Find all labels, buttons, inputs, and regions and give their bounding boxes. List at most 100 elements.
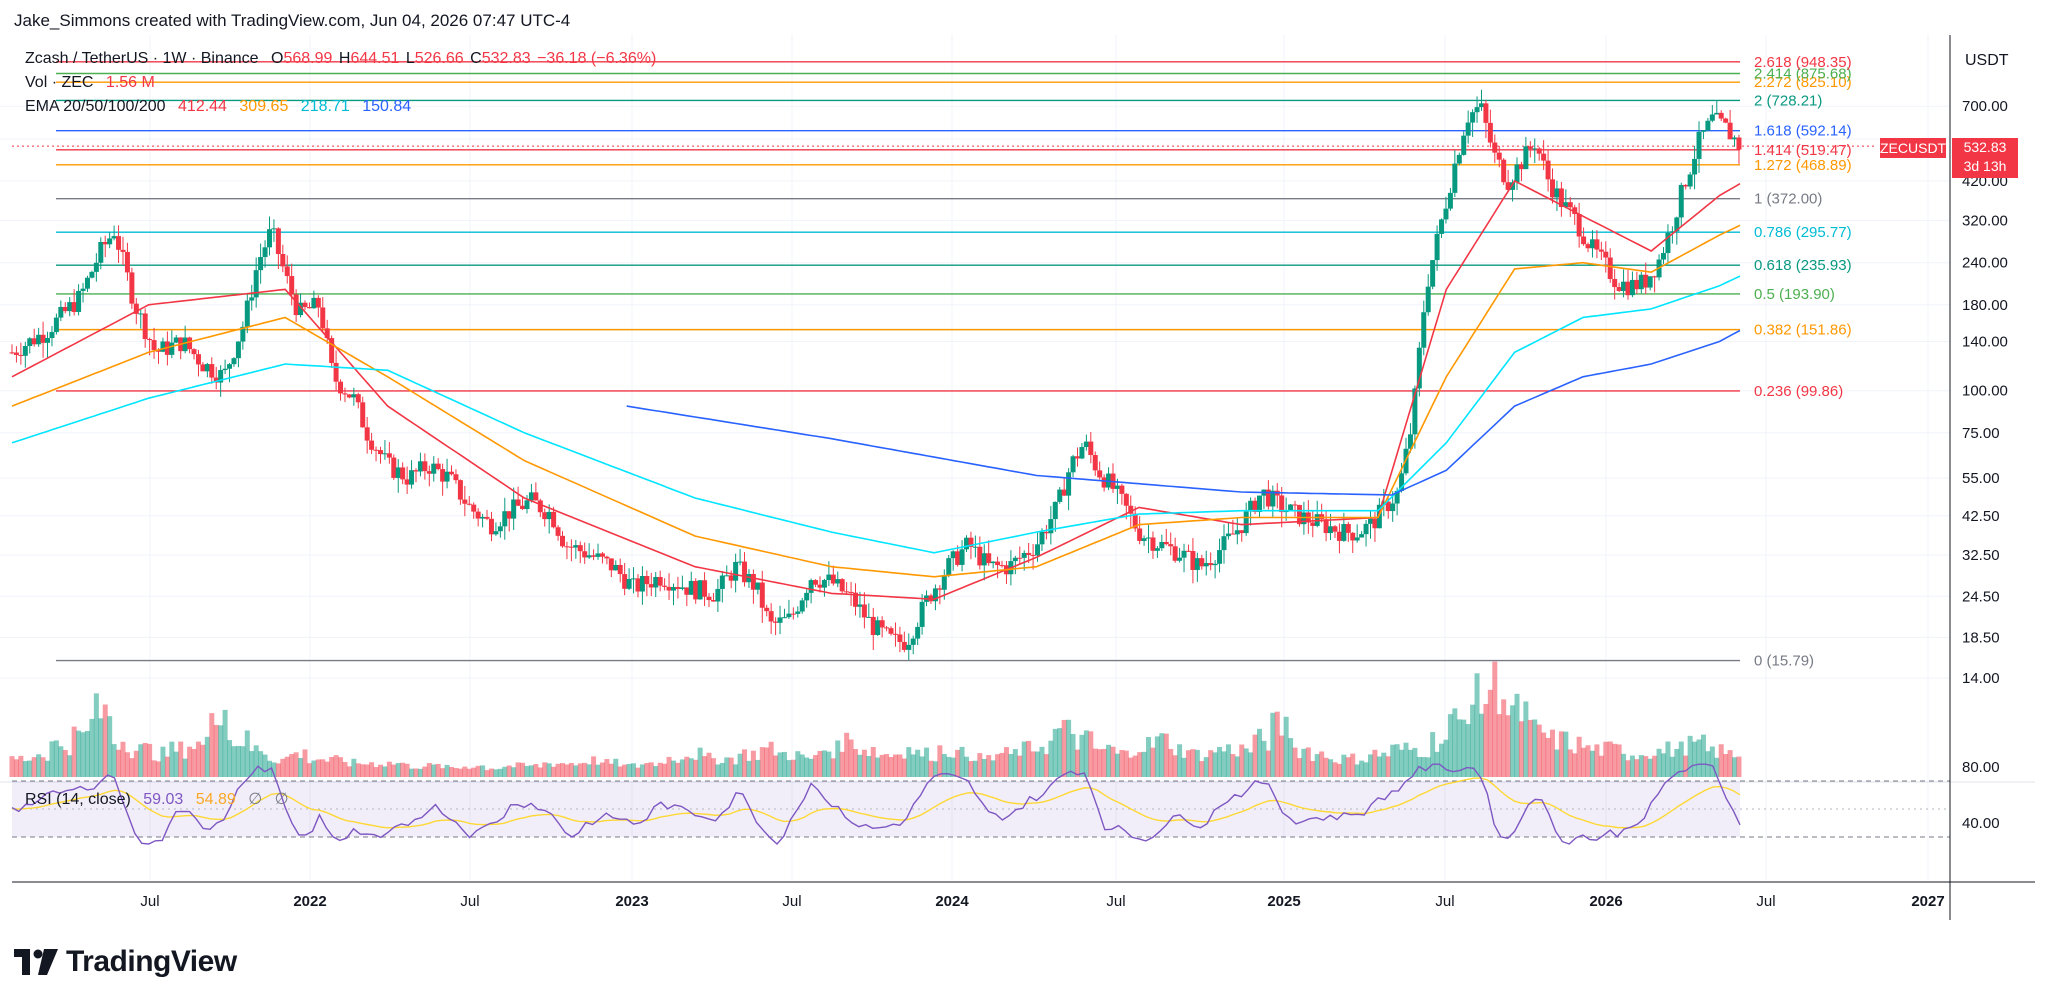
volume-bar	[1341, 754, 1347, 777]
volume-bar	[107, 716, 113, 777]
volume-bar	[853, 749, 859, 777]
candle-body	[693, 580, 699, 600]
candle-body	[435, 463, 441, 470]
candle-body	[870, 616, 876, 636]
candle	[320, 297, 326, 333]
candle-body	[240, 326, 246, 342]
candle-body	[897, 634, 903, 642]
candle-body	[1709, 114, 1715, 121]
volume-bar	[369, 762, 375, 777]
candle	[702, 572, 708, 606]
candle-body	[892, 633, 898, 635]
volume-bar	[1563, 731, 1569, 777]
fib-label-1: 1 (372.00)	[1754, 191, 1822, 208]
candle	[67, 297, 73, 317]
candle	[1465, 110, 1471, 144]
candle-body	[1483, 103, 1489, 123]
candle-body	[710, 600, 716, 602]
candle	[1208, 552, 1214, 571]
tradingview-logo[interactable]: TradingView	[14, 945, 237, 979]
volume-bar	[906, 747, 912, 777]
candle-body	[1225, 533, 1231, 537]
candle-body	[1181, 550, 1187, 558]
candle-body	[1146, 537, 1152, 539]
volume-bar	[457, 768, 463, 777]
candle-body	[426, 471, 432, 474]
candle-body	[1461, 135, 1467, 155]
volume-legend[interactable]: Vol · ZEC 1.56 M	[25, 74, 163, 92]
candle-body	[533, 492, 539, 501]
fib-label-0.618: 0.618 (235.93)	[1754, 257, 1852, 274]
symbol-name[interactable]: Zcash / TetherUS · 1W · Binance	[25, 50, 259, 67]
candle-body	[116, 236, 122, 250]
candle	[866, 603, 872, 618]
time-tick-label: 2027	[1911, 893, 1944, 910]
candle	[639, 566, 645, 605]
candle-body	[71, 302, 77, 312]
symbol-price-tag: ZECUSDT	[1880, 138, 1947, 158]
candle	[542, 508, 548, 527]
candle	[289, 263, 295, 306]
volume-bar	[524, 765, 530, 777]
candle-body	[169, 342, 175, 355]
ema-legend[interactable]: EMA 20/50/100/200 412.44 309.65 218.71 1…	[25, 98, 419, 116]
volume-bar	[1097, 749, 1103, 777]
candle-body	[853, 592, 859, 607]
candle-body	[537, 500, 543, 513]
volume-bar	[27, 760, 33, 777]
candle	[9, 344, 15, 355]
candle-body	[875, 620, 881, 636]
candle-body	[1665, 232, 1671, 254]
candle-body	[1128, 505, 1134, 514]
volume-bar	[1412, 747, 1418, 777]
symbol-legend[interactable]: Zcash / TetherUS · 1W · Binance O568.99 …	[25, 50, 664, 68]
candle	[746, 569, 752, 589]
candle-body	[972, 546, 978, 548]
candle-body	[999, 565, 1005, 567]
volume-bar	[1403, 742, 1409, 777]
candle-body	[289, 276, 295, 295]
candle-body	[1447, 192, 1453, 209]
time-tick-label: Jul	[782, 893, 801, 910]
candle	[648, 572, 654, 597]
volume-bar	[493, 769, 499, 777]
volume-bar	[533, 764, 539, 777]
volume-bar	[719, 762, 725, 777]
volume-bar	[577, 763, 583, 777]
volume-bar	[1474, 673, 1480, 777]
volume-bar	[1070, 733, 1076, 777]
candle-body	[790, 613, 796, 615]
volume-bar	[631, 763, 637, 777]
candle	[1425, 274, 1431, 316]
volume-bar	[1359, 760, 1365, 777]
rsi-legend[interactable]: RSI (14, close) 59.03 54.89 ∅ ∅	[25, 789, 297, 809]
candle	[306, 302, 312, 309]
candle-body	[1647, 276, 1653, 288]
volume-bar	[1203, 757, 1209, 777]
candle	[1665, 224, 1671, 264]
candle-body	[1696, 131, 1702, 159]
candle	[1554, 180, 1560, 211]
candle-body	[1634, 279, 1640, 290]
candle	[1603, 241, 1609, 273]
volume-bar	[848, 739, 854, 777]
axis-currency-label[interactable]: USDT	[1965, 52, 2009, 69]
candle-body	[156, 350, 162, 352]
time-axis: Jul 2022 Jul 2023 Jul 2024 Jul 2025 Jul 2026 Jul 20…	[140, 893, 1944, 910]
volume-bar	[1674, 748, 1680, 777]
candle-body	[1168, 544, 1174, 547]
volume-bar	[195, 741, 201, 777]
candle	[1279, 487, 1285, 528]
volume-bar	[364, 764, 370, 777]
candle-body	[1332, 526, 1338, 532]
volume-bar	[706, 752, 712, 777]
volume-bar	[1168, 748, 1174, 777]
time-tick-label: Jul	[1435, 893, 1454, 910]
candle	[919, 593, 925, 635]
ema20-value: 412.44	[178, 98, 227, 115]
candle-body	[1625, 281, 1631, 296]
candle	[346, 394, 352, 399]
candle-body	[475, 511, 481, 519]
candle	[111, 225, 117, 241]
